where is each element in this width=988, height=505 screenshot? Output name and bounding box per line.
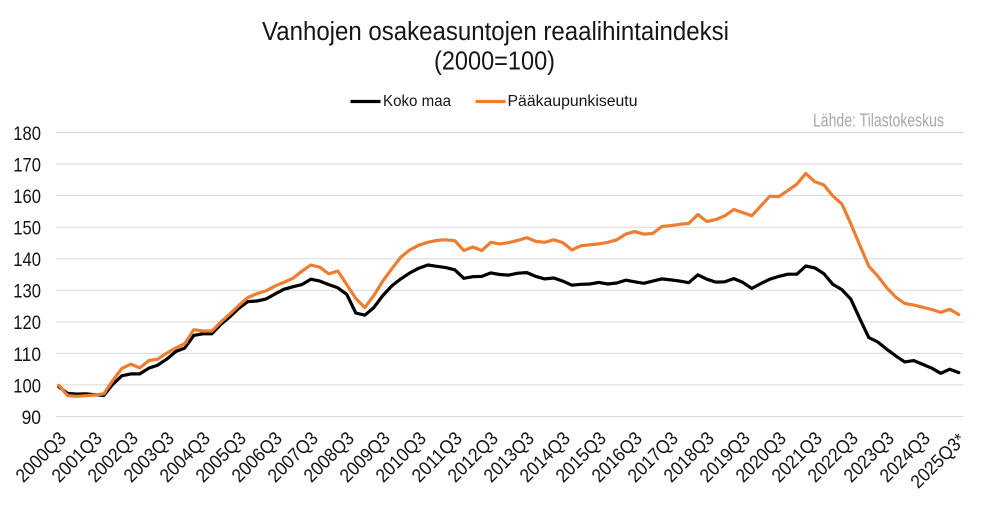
svg-text:Vanhojen osakeasuntojen reaali: Vanhojen osakeasuntojen reaalihintaindek… <box>262 18 729 46</box>
svg-text:(2000=100): (2000=100) <box>434 48 555 76</box>
svg-text:140: 140 <box>13 249 41 271</box>
svg-text:Lähde: Tilastokeskus: Lähde: Tilastokeskus <box>813 109 944 130</box>
svg-text:160: 160 <box>13 186 41 208</box>
svg-text:90: 90 <box>22 407 42 429</box>
svg-text:100: 100 <box>13 375 41 397</box>
svg-text:180: 180 <box>13 123 41 145</box>
svg-text:150: 150 <box>13 218 41 240</box>
svg-text:120: 120 <box>13 312 41 334</box>
svg-text:Koko maa: Koko maa <box>383 93 451 110</box>
svg-text:170: 170 <box>13 155 41 177</box>
svg-text:110: 110 <box>13 344 41 366</box>
svg-text:Pääkaupunkiseutu: Pääkaupunkiseutu <box>508 93 638 110</box>
svg-text:130: 130 <box>13 281 41 303</box>
